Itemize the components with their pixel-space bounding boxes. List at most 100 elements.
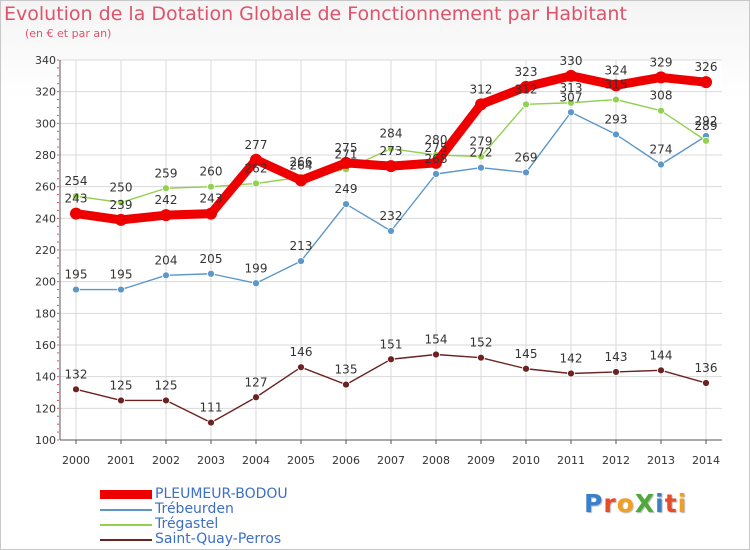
x-tick-label: 2012: [602, 454, 630, 467]
data-point: [610, 79, 622, 92]
data-point: [567, 108, 575, 117]
y-tick-label: 340: [35, 54, 56, 67]
data-point: [657, 366, 665, 375]
data-point: [205, 207, 217, 220]
data-label: 143: [605, 350, 628, 364]
data-label: 329: [650, 55, 673, 69]
data-point: [612, 368, 620, 376]
data-label: 125: [155, 378, 178, 392]
y-tick-label: 320: [35, 86, 56, 99]
data-point: [387, 355, 395, 364]
data-label: 111: [200, 401, 223, 415]
data-label: 199: [245, 261, 268, 275]
data-label: 313: [560, 81, 583, 95]
data-label: 249: [335, 182, 358, 196]
data-point: [340, 156, 352, 169]
data-point: [162, 396, 170, 405]
logo-letter: P: [584, 489, 604, 518]
logo-letter: t: [664, 489, 678, 518]
data-label: 195: [110, 268, 133, 282]
data-point: [297, 257, 305, 265]
x-tick-label: 2008: [422, 454, 450, 467]
data-label: 272: [470, 146, 493, 160]
y-tick-label: 280: [35, 149, 56, 162]
y-tick-label: 100: [35, 434, 56, 447]
data-point: [252, 279, 260, 288]
data-point: [702, 379, 710, 387]
data-point: [477, 353, 485, 362]
data-label: 312: [515, 82, 538, 96]
data-label: 142: [560, 352, 583, 366]
data-point: [252, 179, 260, 188]
data-label: 312: [470, 82, 493, 96]
data-label: 280: [425, 133, 448, 147]
y-tick-label: 120: [35, 402, 56, 415]
data-label: 330: [560, 54, 583, 68]
data-point: [477, 152, 485, 161]
data-point: [522, 100, 530, 109]
data-label: 213: [290, 239, 313, 253]
data-point: [475, 98, 487, 111]
data-point: [612, 95, 620, 104]
data-point: [297, 363, 305, 372]
data-point: [432, 350, 440, 359]
data-label: 239: [110, 198, 133, 212]
data-label: 277: [245, 138, 268, 152]
data-label: 254: [65, 174, 88, 188]
data-label: 307: [560, 90, 583, 104]
x-tick-label: 2009: [467, 454, 495, 467]
data-label: 232: [380, 209, 403, 223]
data-point: [432, 170, 440, 178]
logo-letter: X: [634, 489, 656, 518]
data-label: 146: [290, 345, 313, 359]
y-tick-label: 240: [35, 212, 56, 225]
data-label: 269: [515, 150, 538, 164]
logo-letter: i: [655, 489, 665, 518]
data-point: [565, 69, 577, 82]
x-tick-label: 2011: [557, 454, 585, 467]
legend-swatch: [100, 509, 152, 511]
data-point: [117, 198, 125, 207]
data-point: [655, 71, 667, 84]
data-point: [250, 153, 262, 166]
data-point: [117, 396, 125, 405]
data-label: 205: [200, 252, 223, 266]
data-point: [72, 385, 80, 394]
proxiti-logo: ProXiti: [584, 489, 687, 518]
data-point: [207, 182, 215, 191]
data-label: 259: [155, 166, 178, 180]
data-label: 132: [65, 367, 88, 381]
y-tick-label: 300: [35, 117, 56, 130]
x-tick-label: 2014: [692, 454, 720, 467]
data-label: 195: [65, 268, 88, 282]
data-point: [72, 192, 80, 201]
data-label: 127: [245, 375, 268, 389]
data-label: 135: [335, 363, 358, 377]
data-label: 275: [425, 141, 448, 155]
data-point: [385, 160, 397, 173]
chart-title: Evolution de la Dotation Globale de Fonc…: [4, 3, 627, 25]
data-label: 154: [425, 333, 448, 347]
data-point: [522, 364, 530, 373]
data-label: 279: [470, 135, 493, 149]
data-point: [567, 98, 575, 107]
data-label: 284: [380, 127, 403, 141]
data-label: 308: [650, 89, 673, 103]
data-point: [700, 76, 712, 89]
data-point: [522, 168, 530, 177]
data-label: 243: [200, 192, 223, 206]
data-label: 268: [425, 152, 448, 166]
data-label: 151: [380, 337, 403, 351]
data-label: 125: [110, 378, 133, 392]
x-tick-label: 2002: [152, 454, 180, 467]
data-label: 260: [200, 165, 223, 179]
data-label: 136: [695, 361, 718, 375]
data-point: [342, 380, 350, 389]
legend-label: Trégastel: [155, 516, 219, 532]
legend-label: Saint-Quay-Perros: [155, 531, 282, 547]
data-label: 262: [245, 162, 268, 176]
data-label: 266: [290, 155, 313, 169]
data-point: [70, 207, 82, 220]
data-point: [387, 227, 395, 235]
